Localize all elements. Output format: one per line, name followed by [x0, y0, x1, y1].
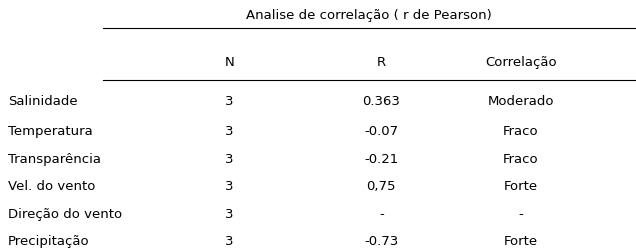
Text: Fraco: Fraco: [503, 124, 539, 137]
Text: Temperatura: Temperatura: [8, 124, 92, 137]
Text: Fraco: Fraco: [503, 152, 539, 165]
Text: Moderado: Moderado: [487, 94, 554, 108]
Text: 0,75: 0,75: [366, 179, 396, 192]
Text: -: -: [379, 207, 384, 220]
Text: -0.21: -0.21: [364, 152, 398, 165]
Text: 3: 3: [225, 94, 233, 108]
Text: -0.73: -0.73: [364, 234, 398, 247]
Text: Analise de correlação ( r de Pearson): Analise de correlação ( r de Pearson): [245, 9, 492, 22]
Text: 3: 3: [225, 207, 233, 220]
Text: -0.07: -0.07: [364, 124, 398, 137]
Text: Vel. do vento: Vel. do vento: [8, 179, 95, 192]
Text: 3: 3: [225, 179, 233, 192]
Text: Salinidade: Salinidade: [8, 94, 78, 108]
Text: Correlação: Correlação: [485, 56, 556, 69]
Text: Transparência: Transparência: [8, 152, 100, 165]
Text: Precipitação: Precipitação: [8, 234, 89, 247]
Text: -: -: [518, 207, 523, 220]
Text: 0.363: 0.363: [363, 94, 400, 108]
Text: N: N: [225, 56, 234, 69]
Text: Forte: Forte: [504, 179, 537, 192]
Text: 3: 3: [225, 234, 233, 247]
Text: Direção do vento: Direção do vento: [8, 207, 122, 220]
Text: 3: 3: [225, 152, 233, 165]
Text: R: R: [377, 56, 386, 69]
Text: Forte: Forte: [504, 234, 537, 247]
Text: 3: 3: [225, 124, 233, 137]
